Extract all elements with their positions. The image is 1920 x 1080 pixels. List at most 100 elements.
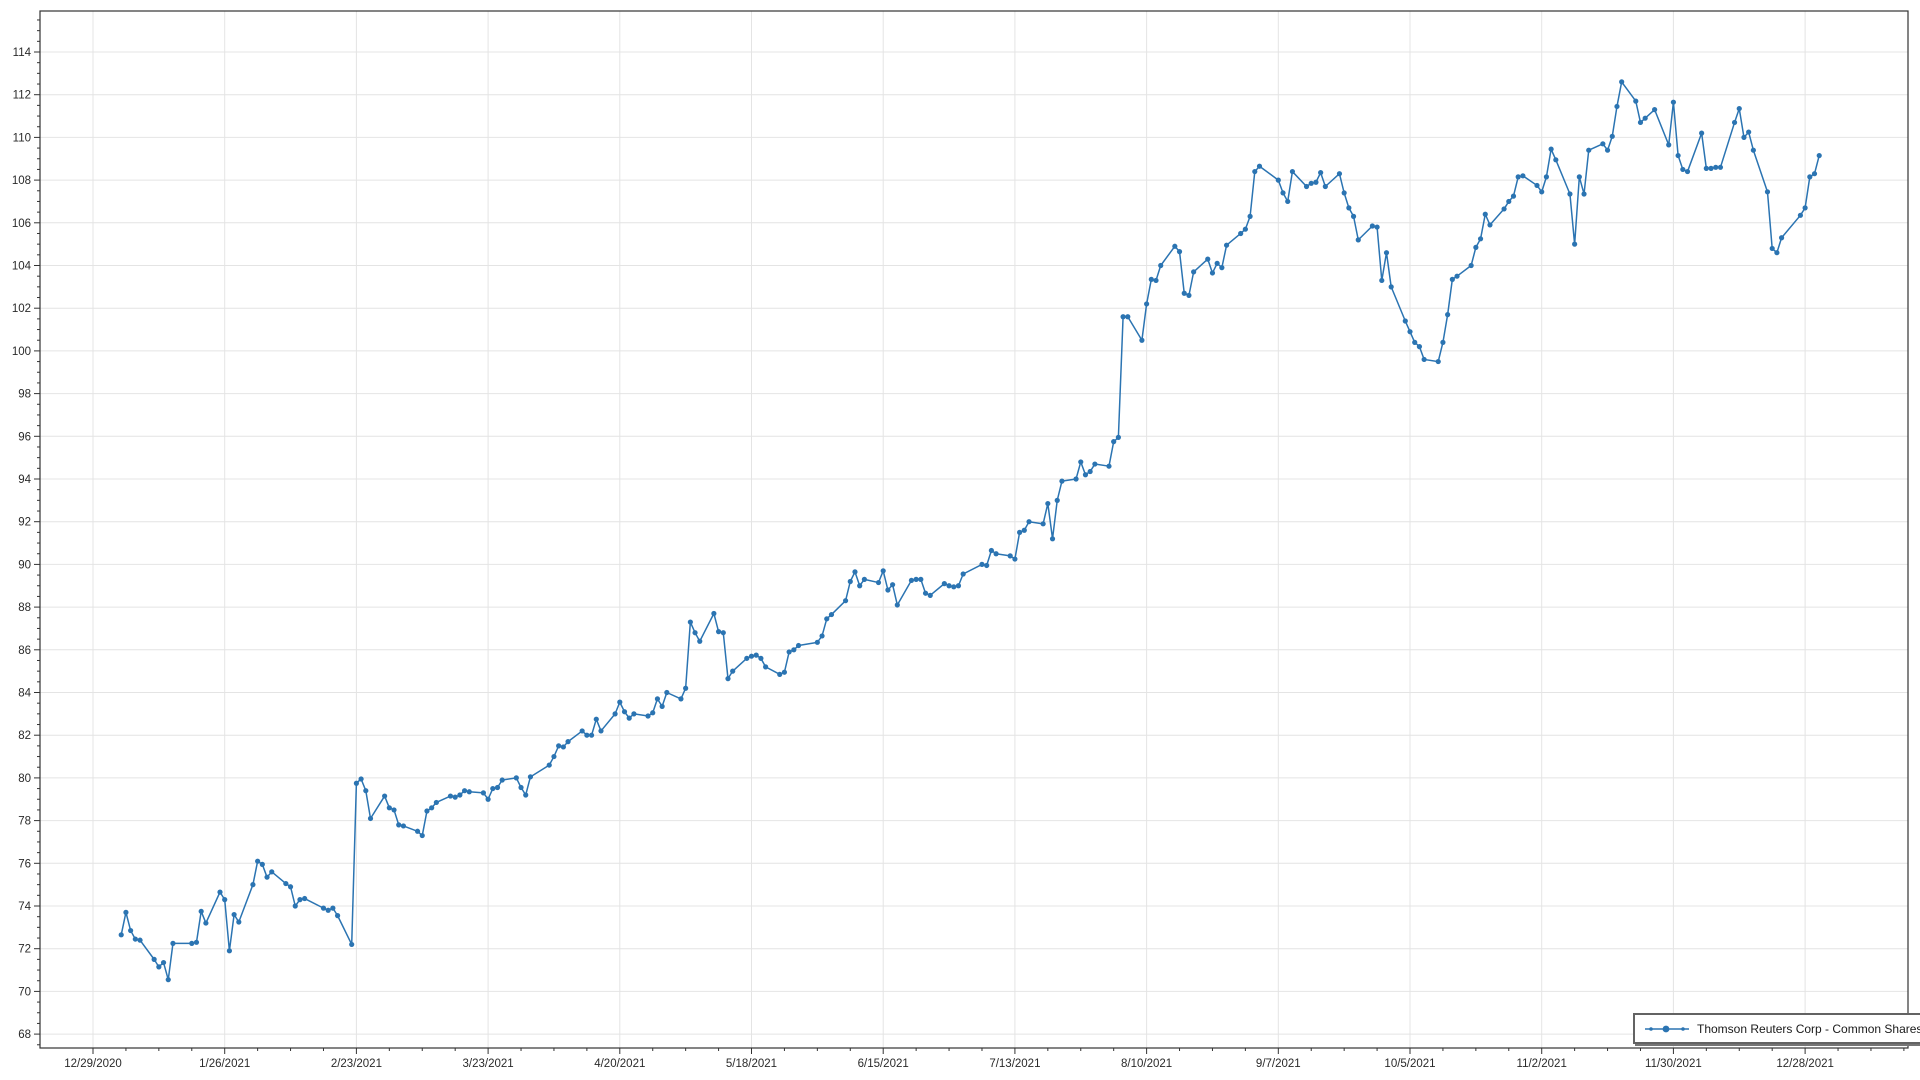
svg-text:74: 74 [18,901,31,913]
data-point [1214,260,1220,266]
data-point [922,590,929,596]
price-series [118,79,1822,983]
x-axis-labels: 12/29/2020 1/26/2021 2/23/2021 3/23/2021 4/2… [64,1058,1834,1070]
data-point [287,884,294,890]
data-point [1539,189,1545,195]
data-point [349,941,355,948]
data-point [847,578,853,585]
data-point [386,805,392,811]
data-point [334,913,341,919]
data-point [222,897,228,903]
data-point [546,762,552,768]
data-point [325,907,331,913]
data-point [160,959,167,966]
data-point [730,668,736,674]
data-point [523,792,529,798]
data-point [960,571,966,577]
legend-label: Thomson Reuters Corp - Common Shares [1697,1021,1920,1036]
data-point [617,699,623,705]
data-point [1510,193,1517,199]
data-point [1581,191,1587,197]
data-point [1684,168,1691,175]
data-point [400,823,407,829]
legend: Thomson Reuters Corp - Common Shares [1633,1013,1920,1044]
data-point [1416,344,1423,350]
y-axis-labels: 68 70 72 74 76 78 80 82 84 86 88 90 92 94 96 98 100 102 10… [12,47,32,1041]
data-point [132,936,138,942]
data-point [1256,163,1263,169]
data-point [1703,165,1709,171]
data-point [1553,157,1559,163]
data-point [1049,536,1056,542]
data-point [786,649,792,655]
data-point [1313,179,1319,185]
data-point [579,728,585,734]
data-point [1708,165,1714,171]
data-point [1421,356,1427,363]
data-point [1073,476,1079,482]
data-point [1633,98,1639,104]
data-point [885,587,891,593]
data-point [1318,170,1324,176]
data-point [429,805,435,811]
data-point [320,905,327,911]
data-point [711,610,717,617]
data-point [513,775,519,781]
data-point [725,676,731,682]
data-point [264,874,270,880]
data-point [988,547,994,554]
data-point [687,619,693,625]
data-point [560,744,566,750]
svg-text:78: 78 [18,816,31,828]
data-point [1473,244,1479,250]
data-point [1637,119,1644,126]
data-point [1054,497,1060,503]
data-point [518,784,524,791]
data-point [1412,339,1418,345]
data-point [1567,191,1573,197]
data-point [255,858,261,864]
svg-text:5/18/2021: 5/18/2021 [726,1058,777,1070]
data-point [588,732,595,738]
data-point [654,696,661,702]
data-point [1153,277,1159,284]
data-point [979,561,985,568]
data-point [457,792,463,798]
data-point [193,939,200,945]
data-point [692,630,698,636]
data-point [758,655,764,661]
data-point [1322,183,1328,190]
data-point [1139,337,1145,343]
svg-text:110: 110 [13,132,31,144]
data-point [744,655,750,661]
svg-text:12/29/2020: 12/29/2020 [64,1058,122,1070]
data-point [1506,198,1512,205]
svg-text:90: 90 [18,559,31,571]
data-point [1778,235,1785,241]
data-point [1666,142,1672,148]
svg-text:112: 112 [13,90,31,102]
svg-text:76: 76 [18,858,31,870]
data-point [1059,478,1065,484]
svg-text:6/15/2021: 6/15/2021 [858,1058,909,1070]
svg-text:102: 102 [12,303,31,315]
data-point [645,713,651,719]
svg-text:70: 70 [18,986,31,998]
data-point [556,743,562,749]
axis-ticks [34,19,1905,1054]
data-point [1736,105,1742,112]
data-point [861,576,867,582]
data-point [913,576,919,582]
data-point [396,822,402,828]
svg-text:84: 84 [18,688,31,700]
data-point [1477,236,1484,242]
data-point [1534,182,1540,189]
data-point [302,895,308,902]
data-point [1205,256,1211,262]
data-point [1600,141,1606,147]
data-point [527,774,534,780]
data-point [683,685,689,691]
data-point [720,630,726,636]
data-point [1012,556,1018,562]
data-point [715,629,722,635]
